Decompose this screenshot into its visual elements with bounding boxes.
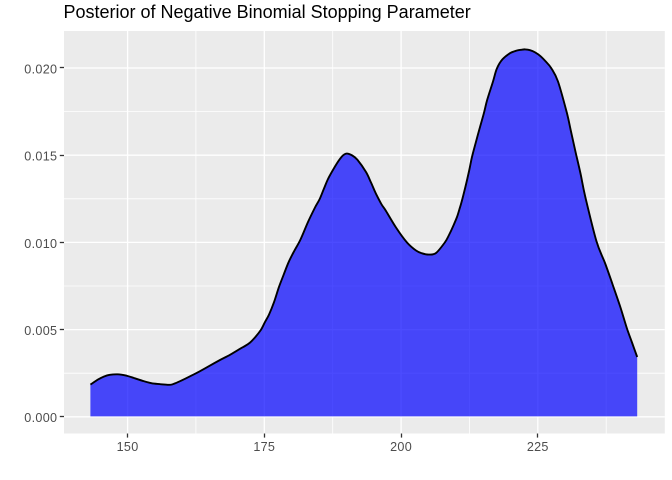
svg-text:0.015: 0.015 xyxy=(24,150,57,164)
svg-text:0.000: 0.000 xyxy=(24,411,57,425)
svg-text:0.020: 0.020 xyxy=(24,62,57,76)
svg-text:200: 200 xyxy=(390,440,412,454)
svg-text:225: 225 xyxy=(527,440,549,454)
svg-text:175: 175 xyxy=(253,440,275,454)
svg-text:0.010: 0.010 xyxy=(24,237,57,251)
svg-text:150: 150 xyxy=(117,440,139,454)
svg-text:Posterior of Negative Binomial: Posterior of Negative Binomial Stopping … xyxy=(64,2,471,22)
svg-text:0.005: 0.005 xyxy=(24,324,57,338)
